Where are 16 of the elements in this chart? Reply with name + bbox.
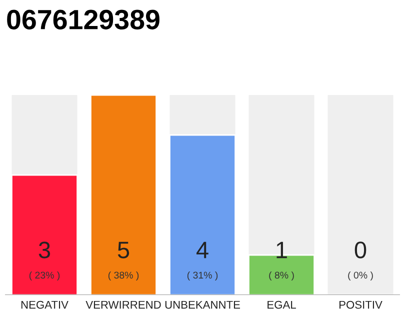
x-tick-label: UNBEKANNTE xyxy=(165,300,240,309)
annotation: ( 38% ) xyxy=(108,271,139,281)
x-tick-label: EGAL xyxy=(268,300,296,309)
x-tick-label: POSITIV xyxy=(339,300,382,309)
annotation: ( 0% ) xyxy=(348,271,373,281)
data-label: 3 xyxy=(38,242,50,258)
x-tick-label: VERWIRREND xyxy=(86,300,161,309)
annotation: ( 8% ) xyxy=(269,271,294,281)
data-label: 5 xyxy=(118,242,130,258)
data-label: 0 xyxy=(354,242,366,258)
x-tick-label: NEGATIV xyxy=(21,300,68,309)
chart-title: 0676129389 xyxy=(7,10,160,30)
data-label: 1 xyxy=(276,242,287,258)
data-label: 4 xyxy=(196,242,208,258)
annotation: ( 31% ) xyxy=(187,271,218,281)
annotation: ( 23% ) xyxy=(29,271,60,281)
